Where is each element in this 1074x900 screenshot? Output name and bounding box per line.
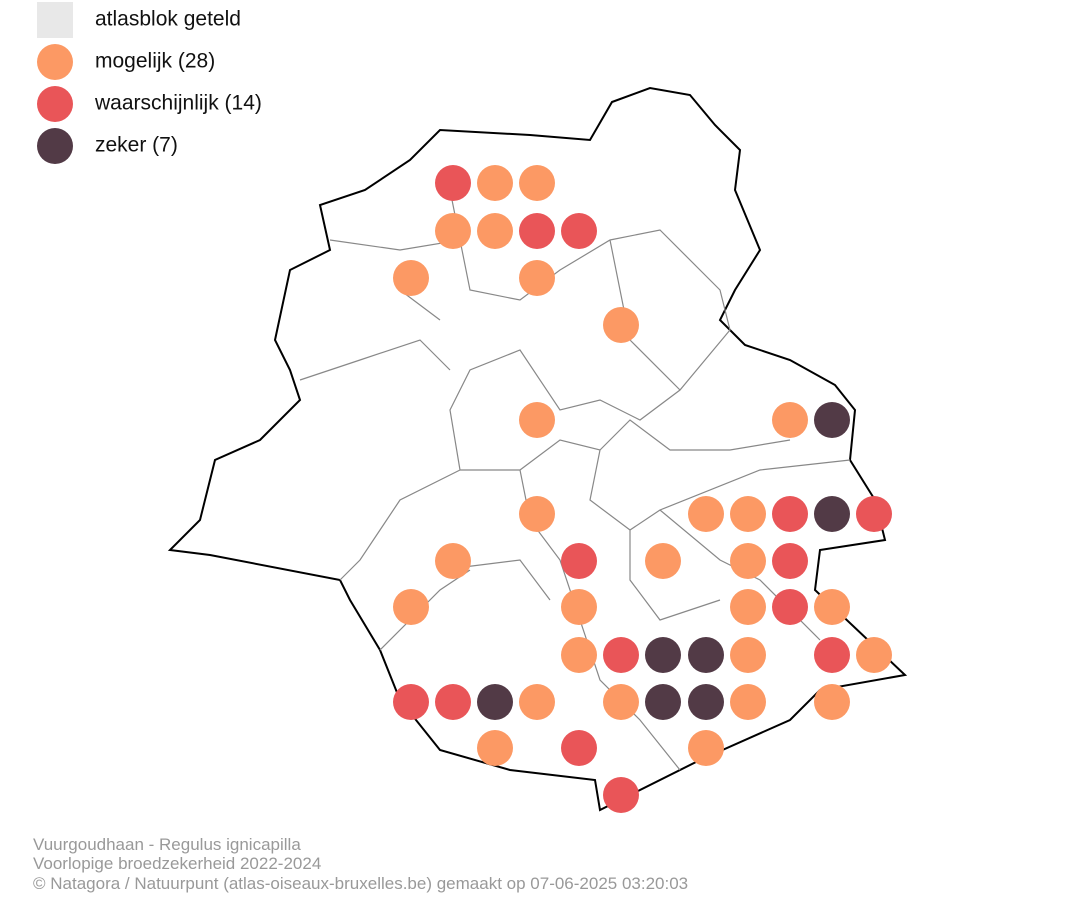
footer-credit: © Natagora / Natuurpunt (atlas-oiseaux-b…: [33, 874, 688, 893]
legend-swatch: [37, 86, 73, 122]
footer-title: Vuurgoudhaan - Regulus ignicapilla: [33, 835, 301, 854]
legend-label: waarschijnlijk (14): [94, 92, 262, 115]
legend-label: zeker (7): [95, 134, 178, 157]
legend-swatch: [37, 44, 73, 80]
legend-label: mogelijk (28): [95, 50, 215, 73]
dots: [393, 165, 892, 813]
legend: atlasblok geteld mogelijk (28) waarschij…: [37, 2, 262, 164]
legend-swatch: [37, 128, 73, 164]
legend-swatch: [37, 2, 73, 38]
legend-label: atlasblok geteld: [95, 8, 241, 31]
footer-subtitle: Voorlopige broedzekerheid 2022-2024: [33, 854, 321, 873]
